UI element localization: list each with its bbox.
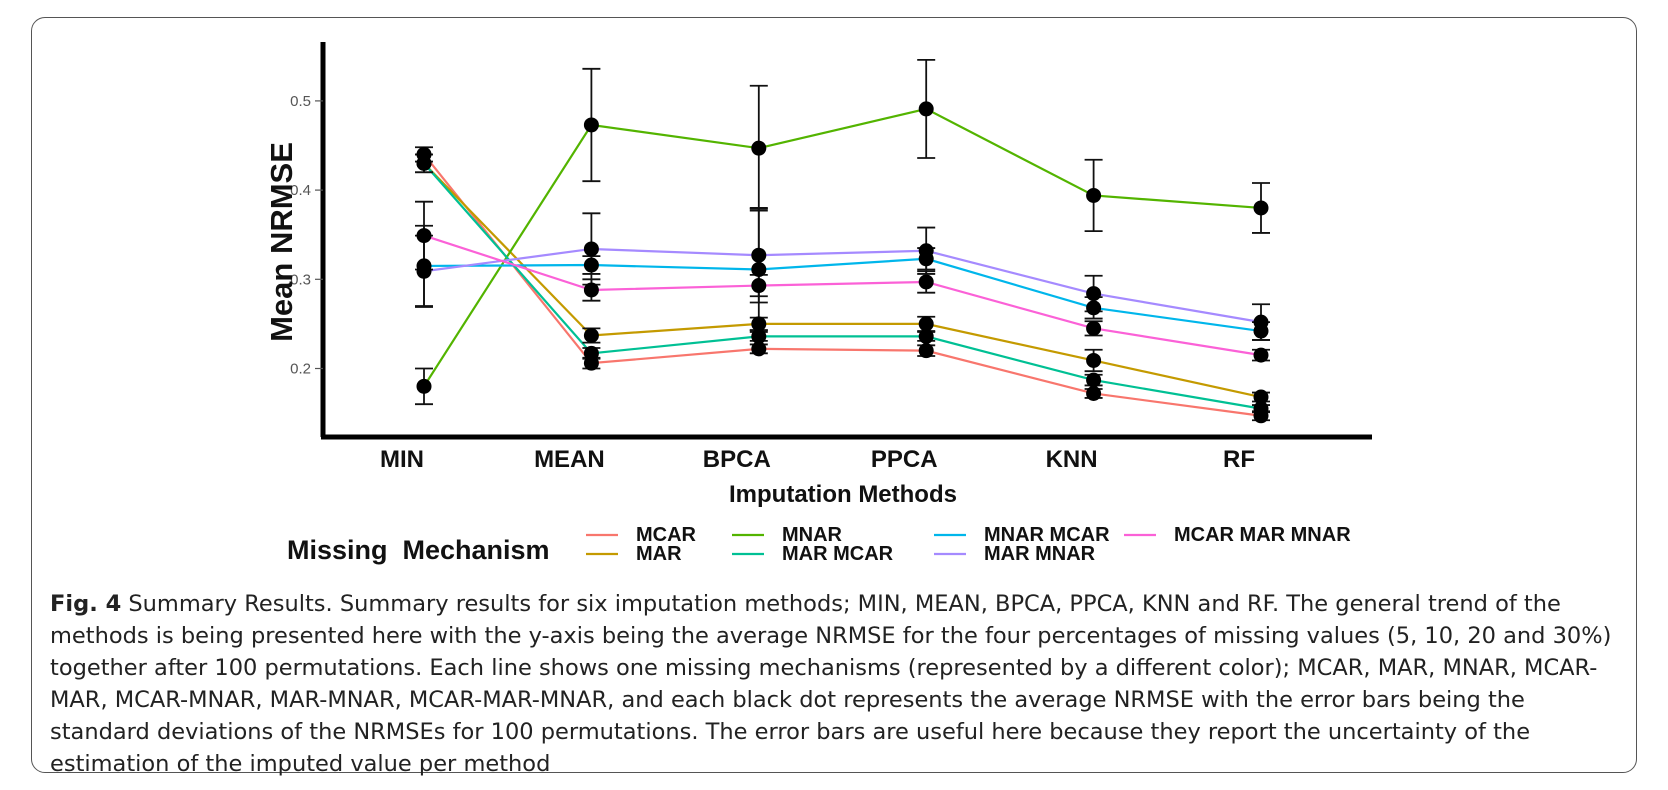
data-points: [416, 101, 1269, 424]
data-point: [751, 316, 767, 332]
x-tick-label: MEAN: [534, 446, 605, 473]
legend-label: MCAR MAR MNAR: [1174, 524, 1351, 546]
data-point: [583, 241, 599, 257]
data-point: [416, 378, 432, 394]
series-line-mnar: [423, 107, 1262, 387]
data-point: [1086, 187, 1102, 203]
legend-title: Missing Mechanism: [287, 535, 550, 565]
legend-label: MAR MCAR: [782, 543, 894, 565]
legend-item-mar-mcar: MAR MCAR: [732, 543, 894, 565]
data-point: [583, 117, 599, 133]
data-point: [1253, 314, 1269, 330]
data-point: [1086, 320, 1102, 336]
line-chart: 0.2 0.3 0.4 0.5 MIN MEAN BPCA PPCA KNN RF Mean NR…: [264, 42, 1372, 565]
series-line-mcar-mar-mnar: [423, 234, 1262, 357]
data-point: [918, 274, 934, 290]
x-tick-label: KNN: [1046, 446, 1098, 473]
series-line-mar-mcar: [423, 162, 1262, 410]
data-point: [1253, 389, 1269, 405]
legend-label: MNAR: [782, 524, 843, 546]
data-point: [1253, 347, 1269, 363]
data-point: [918, 101, 934, 117]
data-point: [751, 247, 767, 263]
legend-label: MAR MNAR: [984, 543, 1096, 565]
legend-item-mar-mnar: MAR MNAR: [934, 543, 1096, 565]
data-point: [751, 328, 767, 344]
data-point: [583, 327, 599, 343]
y-tick-label: 0.3: [290, 271, 311, 288]
legend-item-mar: MAR: [586, 543, 682, 565]
x-axis-title: Imputation Methods: [729, 481, 957, 508]
data-point: [918, 316, 934, 332]
series-line-mar-mnar: [423, 247, 1262, 324]
data-point: [1086, 372, 1102, 388]
data-point: [918, 243, 934, 259]
x-tick-label: RF: [1223, 446, 1255, 473]
data-point: [751, 140, 767, 156]
y-tick-label: 0.4: [290, 182, 311, 199]
data-point: [1086, 385, 1102, 401]
axes: [320, 42, 1372, 440]
legend-item-mnar-mcar: MNAR MCAR: [934, 524, 1110, 546]
legend-item-mnar: MNAR: [732, 524, 843, 546]
data-point: [1086, 300, 1102, 316]
data-point: [1253, 200, 1269, 216]
error-bars: [415, 58, 1270, 422]
data-point: [416, 228, 432, 244]
data-point: [751, 278, 767, 294]
legend-item-mcar: MCAR: [586, 524, 697, 546]
series-line-mcar: [423, 153, 1262, 417]
caption-label: Fig. 4: [50, 591, 122, 617]
legend-label: MCAR: [636, 524, 697, 546]
tick-labels: 0.2 0.3 0.4 0.5 MIN MEAN BPCA PPCA KNN RF: [290, 93, 1255, 473]
data-point: [583, 345, 599, 361]
data-point: [416, 263, 432, 279]
figure-caption: Fig. 4 Summary Results. Summary results …: [50, 588, 1620, 780]
x-tick-label: BPCA: [703, 446, 771, 473]
legend-item-mcar-mar-mnar: MCAR MAR MNAR: [1124, 524, 1351, 546]
x-tick-label: MIN: [380, 446, 424, 473]
data-point: [918, 343, 934, 359]
data-point: [583, 257, 599, 273]
y-axis-title: Mean NRMSE: [264, 142, 299, 342]
data-point: [751, 341, 767, 357]
y-tick-label: 0.5: [290, 93, 311, 110]
data-point: [1086, 352, 1102, 368]
series-line-mnar-mcar: [423, 257, 1262, 333]
data-point: [1253, 401, 1269, 417]
data-point: [918, 328, 934, 344]
data-point: [751, 261, 767, 277]
legend-label: MNAR MCAR: [984, 524, 1110, 546]
x-tick-label: PPCA: [871, 446, 938, 473]
data-point: [1086, 286, 1102, 302]
data-point: [416, 155, 432, 171]
caption-text: Summary Results. Summary results for six…: [50, 591, 1612, 777]
figure-frame: [31, 17, 1637, 773]
series-line-mar: [423, 162, 1262, 399]
legend-label: MAR: [636, 543, 682, 565]
data-point: [583, 282, 599, 298]
y-tick-label: 0.2: [290, 361, 311, 378]
series-lines: [423, 107, 1262, 417]
